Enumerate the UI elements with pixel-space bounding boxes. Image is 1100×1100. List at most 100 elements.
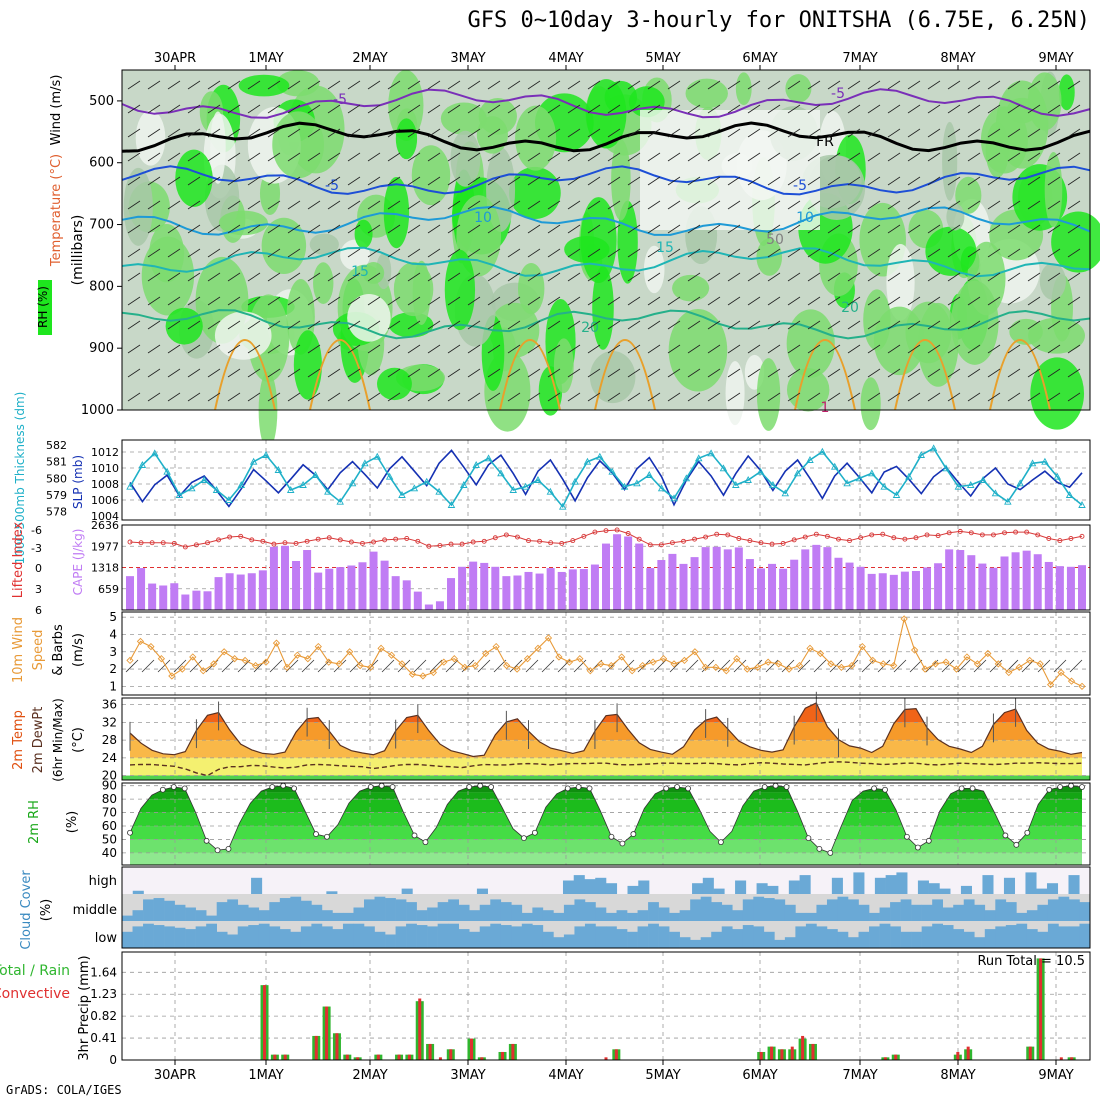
wind-barb [587, 392, 601, 402]
rh-area [785, 74, 812, 103]
rh-point [181, 785, 188, 792]
thickness-point [645, 471, 654, 478]
wind-barb [187, 368, 201, 378]
wind-barb [1007, 344, 1021, 354]
cloud-low-bar [143, 923, 154, 948]
rh-area [553, 338, 574, 394]
thickness-point [410, 484, 419, 492]
wind-barb [1007, 248, 1021, 258]
wind-barb [607, 344, 621, 354]
wind-barb [467, 104, 481, 114]
precip-convective-bar [314, 1035, 318, 1060]
wind-barb [867, 248, 881, 258]
wind-barb [387, 224, 401, 234]
thickness-point [422, 477, 431, 485]
wind-barb [1067, 320, 1081, 330]
cape-bar [602, 543, 610, 610]
cape-bar [413, 591, 422, 610]
rh-line [129, 785, 1083, 854]
cloud-low-bar [595, 926, 607, 948]
cloud-middle-bar [416, 910, 428, 921]
cloud-middle-bar [679, 910, 691, 921]
wind-barb [807, 104, 821, 114]
li-point [570, 538, 576, 544]
precip-convective-bar [418, 998, 422, 1060]
wind-barb [907, 80, 921, 90]
cape-bar [535, 573, 544, 610]
wind-barb [367, 104, 381, 114]
cloud-low-bar [974, 937, 986, 948]
wind-barb [147, 296, 161, 306]
cape-bar [657, 560, 666, 610]
li-line [129, 529, 1083, 548]
temp-ground-band [122, 775, 1090, 780]
wind-barb [207, 320, 221, 330]
wind-barb [347, 80, 361, 90]
pressure-tick-label: 500 [89, 94, 114, 109]
precip-convective-bar [956, 1051, 960, 1060]
li-point [681, 538, 686, 544]
wind-speed-point [827, 660, 835, 668]
wind-barb [467, 320, 481, 330]
li-point [304, 538, 310, 544]
date-label-top: 7MAY [842, 51, 877, 66]
cloud-middle-bar [858, 904, 870, 921]
wind-barb [567, 128, 581, 138]
wind-barb [547, 128, 561, 138]
rh-area [515, 105, 557, 171]
cape-bar [280, 545, 289, 610]
wind-barb [347, 224, 361, 234]
wind-barb [947, 104, 961, 114]
cape-tick-label: 1318 [91, 562, 119, 575]
wind-barb [567, 272, 581, 282]
cloud-middle-bar [574, 899, 586, 921]
rh-area [450, 130, 481, 187]
li-point [193, 542, 199, 548]
wind-barb [287, 392, 301, 402]
cloud-low-bar [364, 926, 375, 948]
cape-bar [934, 563, 943, 610]
run-total-label: Run Total = 10.5 [977, 954, 1085, 969]
wind-barb-10m [781, 659, 795, 673]
cloud-high-bar [788, 880, 800, 894]
cloud-low-bar [321, 926, 333, 948]
wind-barb [507, 320, 521, 330]
precip-convective-bar [790, 1046, 794, 1060]
wind-barb [927, 176, 941, 186]
cloud-middle-bar [584, 902, 596, 921]
cloud-middle-bar [311, 904, 323, 921]
li-point [1057, 538, 1063, 544]
wind-barb [927, 368, 941, 378]
rh-tick-label: 60 [102, 819, 117, 833]
cloud-middle-bar [1058, 896, 1070, 921]
rh-tick-label: 90 [102, 779, 117, 793]
wind-barb [727, 248, 741, 258]
isotherm-2 [121, 121, 1091, 153]
wind-barb [167, 200, 181, 210]
surface-isotherm [794, 339, 856, 411]
temp-tick-label: 28 [102, 733, 117, 747]
cape-bar [590, 564, 599, 610]
wind-barb [427, 200, 441, 210]
wind-barb [967, 344, 981, 354]
thickness-point [633, 479, 641, 487]
wind-barb [307, 272, 321, 282]
wind-barb [867, 296, 881, 306]
wind-barb [987, 224, 1001, 234]
wind-barb [807, 320, 821, 330]
wind-barb [447, 104, 461, 114]
wind-speed-point [921, 665, 929, 673]
rh-area [377, 367, 412, 401]
cloud-middle-bar [364, 899, 375, 921]
rh-area [725, 361, 745, 426]
wind-barb [987, 272, 1001, 282]
wind-barb [627, 128, 641, 138]
cloud-high-bar [735, 880, 747, 894]
cloud-high-bar [1068, 875, 1080, 894]
wind-barb [187, 392, 201, 402]
wind-barb [607, 392, 621, 402]
cloud-high-bar [982, 875, 994, 894]
contour-label: -5 [325, 178, 339, 194]
cloud-low-bar [890, 926, 901, 948]
wind-barb [827, 368, 841, 378]
